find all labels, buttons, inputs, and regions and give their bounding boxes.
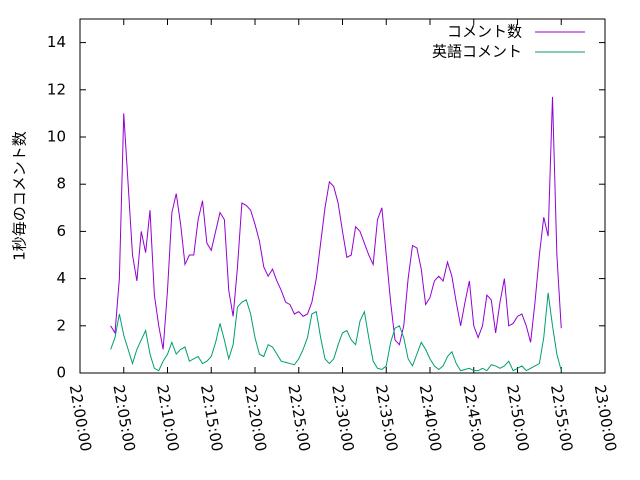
y-tick-label: 6 xyxy=(56,222,66,240)
x-tick-label: 22:30:00 xyxy=(328,383,357,452)
plot-frame xyxy=(79,18,606,374)
x-tick-label: 22:20:00 xyxy=(241,383,270,452)
x-tick-label: 22:35:00 xyxy=(372,383,401,452)
legend-label: コメント数 xyxy=(447,23,522,41)
y-tick-label: 8 xyxy=(56,175,66,193)
legend-label: 英語コメント xyxy=(432,43,522,61)
x-tick-label: 22:15:00 xyxy=(197,383,226,452)
y-tick-label: 2 xyxy=(56,316,66,334)
x-tick-label: 22:55:00 xyxy=(547,383,576,452)
x-tick-label: 22:00:00 xyxy=(66,383,95,452)
y-axis-label: 1秒毎のコメント数 xyxy=(11,131,29,261)
y-tick-label: 12 xyxy=(47,80,66,98)
x-tick-label: 22:45:00 xyxy=(459,383,488,452)
x-tick-label: 22:25:00 xyxy=(284,383,313,452)
series-line xyxy=(110,292,562,372)
y-tick-label: 0 xyxy=(56,364,66,382)
x-tick-label: 22:40:00 xyxy=(416,383,445,452)
y-tick-label: 4 xyxy=(56,269,66,287)
x-tick-label: 22:10:00 xyxy=(153,383,182,452)
series-line xyxy=(110,96,562,350)
x-tick-label: 22:05:00 xyxy=(109,383,138,452)
x-tick-label: 22:50:00 xyxy=(503,383,532,452)
x-tick-label: 23:00:00 xyxy=(591,383,620,452)
y-tick-label: 14 xyxy=(47,33,66,51)
y-tick-label: 10 xyxy=(47,128,66,146)
